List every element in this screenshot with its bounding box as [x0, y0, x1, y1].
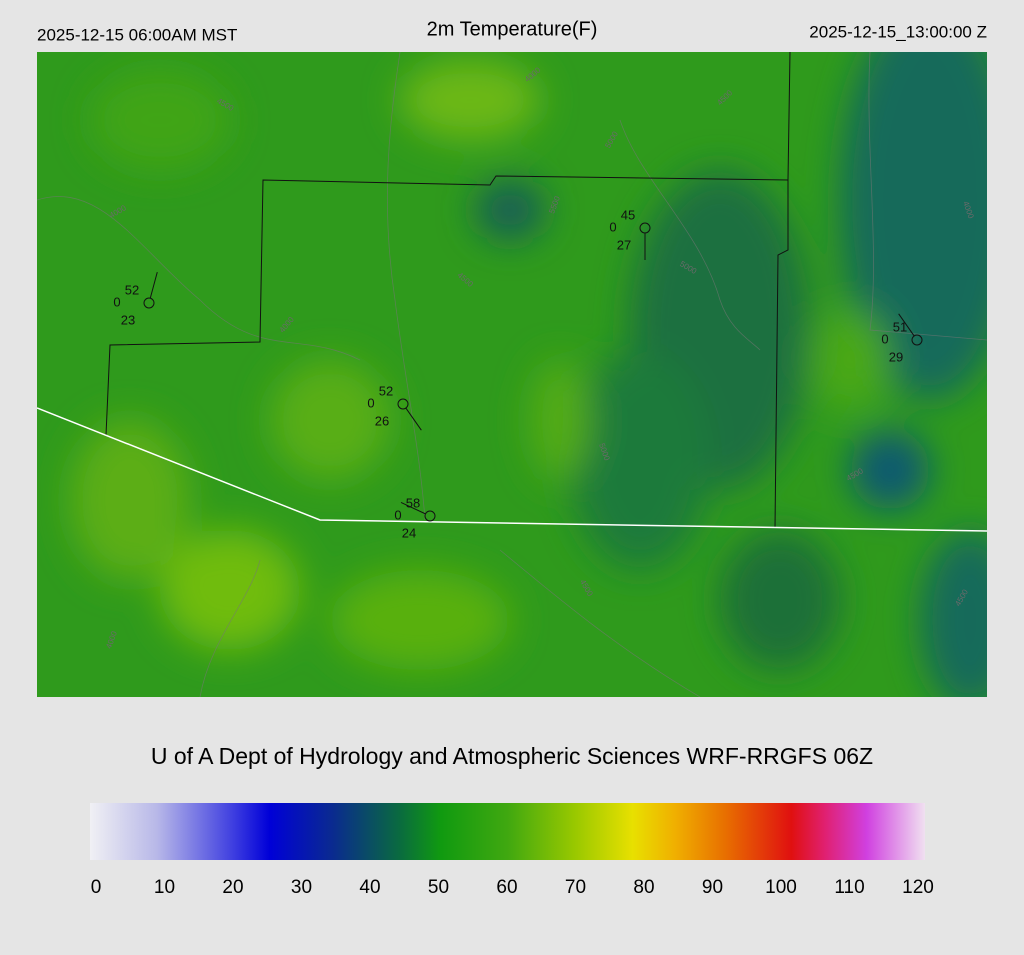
colorbar-tick-label: 50 — [428, 877, 449, 898]
station-wind: 0 — [367, 395, 374, 410]
station-circle — [424, 510, 436, 522]
colorbar-tick-label: 20 — [222, 877, 243, 898]
station-dewpoint: 23 — [121, 312, 135, 327]
station-temp: 52 — [379, 383, 393, 398]
colorbar-tick-label: 0 — [91, 877, 102, 898]
map-title: 2m Temperature(F) — [427, 18, 598, 40]
wind-barb — [149, 271, 158, 299]
station-temp: 45 — [621, 207, 635, 222]
valid-local-time: 2025-12-15 06:00AM MST — [37, 25, 237, 44]
colorbar-tick-label: 10 — [154, 877, 175, 898]
station-circle — [911, 334, 923, 346]
colorbar-tick-label: 40 — [359, 877, 380, 898]
station-temp: 52 — [125, 282, 139, 297]
wind-barb — [898, 313, 915, 337]
colorbar-tick-label: 120 — [902, 877, 934, 898]
wind-barb — [405, 407, 422, 431]
station-wind: 0 — [881, 331, 888, 346]
station-dewpoint: 26 — [375, 413, 389, 428]
wind-barb — [400, 502, 426, 515]
station-plot: 51 029 — [881, 313, 923, 364]
station-wind: 0 — [113, 294, 120, 309]
station-temp: 51 — [893, 319, 907, 334]
colorbar — [90, 803, 925, 860]
station-wind: 0 — [394, 507, 401, 522]
station-plot: 58 024 — [394, 495, 436, 540]
colorbar-tick-label: 90 — [702, 877, 723, 898]
station-circle — [397, 398, 409, 410]
colorbar-tick-label: 110 — [834, 877, 864, 898]
credit: U of A Dept of Hydrology and Atmospheric… — [151, 743, 873, 769]
colorbar-tick-label: 70 — [565, 877, 586, 898]
valid-utc-time: 2025-12-15_13:00:00 Z — [809, 22, 987, 41]
station-dewpoint: 27 — [617, 237, 631, 252]
station-wind: 0 — [609, 219, 616, 234]
station-dewpoint: 29 — [889, 349, 903, 364]
colorbar-tick-label: 30 — [291, 877, 312, 898]
station-dewpoint: 24 — [402, 525, 416, 540]
colorbar-tick-label: 100 — [765, 877, 797, 898]
station-temp: 58 — [406, 495, 420, 510]
station-plot: 45 027 — [609, 207, 651, 260]
colorbar-tick-label: 80 — [633, 877, 654, 898]
station-plot: 52 023 — [113, 271, 158, 327]
station-circle — [143, 297, 155, 309]
colorbar-tick-label: 60 — [496, 877, 517, 898]
map: 4000450050005500450050004000400045004000… — [37, 52, 987, 697]
station-plot: 52 026 — [367, 383, 422, 431]
